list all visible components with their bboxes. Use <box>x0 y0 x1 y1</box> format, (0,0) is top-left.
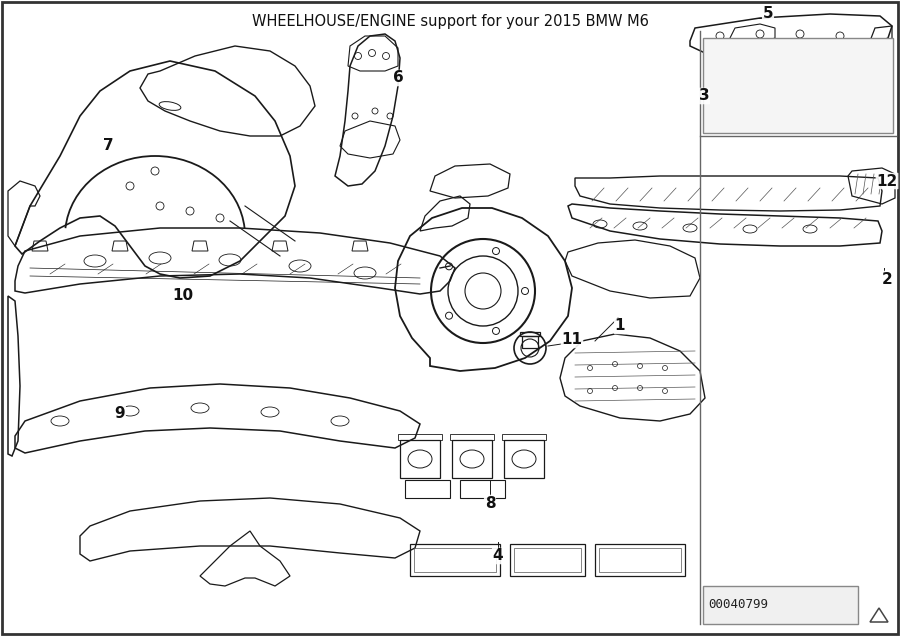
Bar <box>452 440 492 478</box>
Bar <box>414 548 496 572</box>
Text: 9: 9 <box>114 406 125 422</box>
Text: WHEELHOUSE/ENGINE support for your 2015 BMW M6: WHEELHOUSE/ENGINE support for your 2015 … <box>252 14 648 29</box>
Text: 4: 4 <box>492 548 503 563</box>
Bar <box>400 440 440 478</box>
Bar <box>703 586 858 624</box>
Bar <box>405 480 450 498</box>
Bar <box>514 548 581 572</box>
Text: 3: 3 <box>698 88 709 104</box>
Text: 1: 1 <box>615 319 626 333</box>
Text: 2: 2 <box>882 272 893 286</box>
Bar <box>595 544 685 576</box>
Text: 6: 6 <box>392 71 403 85</box>
Text: 8: 8 <box>485 495 495 511</box>
Bar <box>460 480 505 498</box>
Bar <box>504 440 544 478</box>
Bar <box>410 544 500 576</box>
Text: 10: 10 <box>173 289 194 303</box>
Text: 00040799: 00040799 <box>708 598 768 611</box>
Circle shape <box>745 78 765 98</box>
Bar <box>703 38 893 133</box>
Text: 11: 11 <box>562 333 582 347</box>
Text: 5: 5 <box>762 6 773 22</box>
Bar <box>599 548 681 572</box>
Text: 12: 12 <box>877 174 897 188</box>
Bar <box>510 544 585 576</box>
Text: 7: 7 <box>103 139 113 153</box>
